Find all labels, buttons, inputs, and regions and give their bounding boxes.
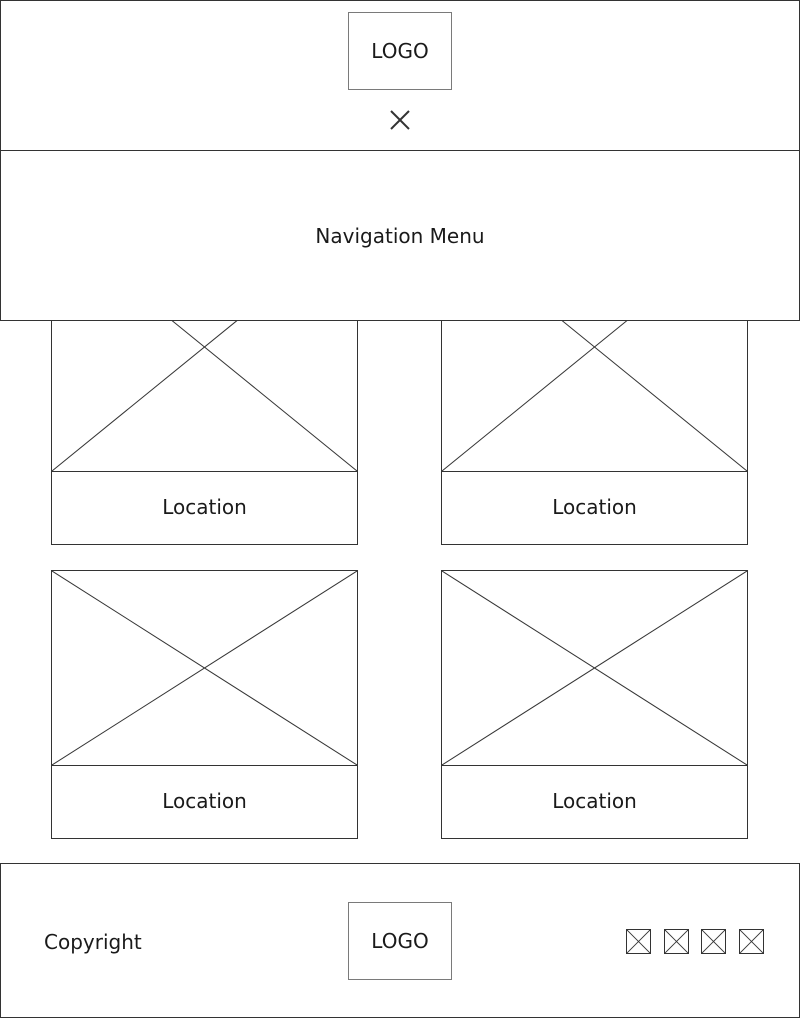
social-icon[interactable] (626, 929, 651, 954)
navigation-menu[interactable]: Navigation Menu (0, 150, 800, 321)
header-logo[interactable]: LOGO (348, 12, 452, 90)
footer (0, 863, 800, 1018)
footer-logo[interactable]: LOGO (348, 902, 452, 980)
location-card[interactable]: Location (51, 570, 358, 839)
social-icon[interactable] (739, 929, 764, 954)
header (0, 0, 800, 150)
close-icon[interactable] (387, 107, 413, 133)
social-icon[interactable] (701, 929, 726, 954)
location-label: Location (162, 789, 247, 813)
location-label: Location (162, 495, 247, 519)
location-label: Location (552, 495, 637, 519)
location-label: Location (552, 789, 637, 813)
location-card[interactable]: Location (441, 570, 748, 839)
image-placeholder-icon (442, 571, 747, 766)
image-placeholder-icon (52, 571, 357, 766)
social-icon[interactable] (664, 929, 689, 954)
copyright-text: Copyright (44, 930, 142, 954)
